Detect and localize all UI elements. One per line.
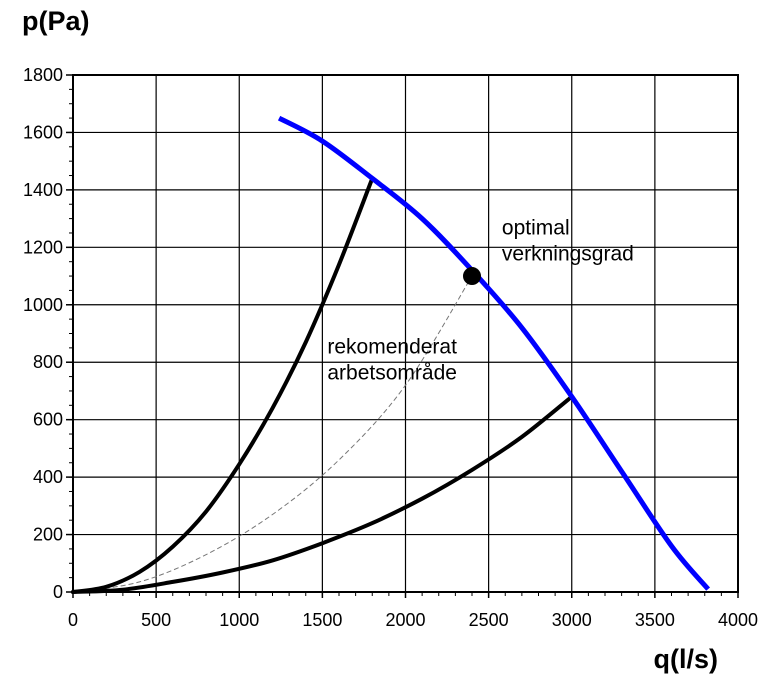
range-label-line: arbetsområde <box>327 362 457 385</box>
y-tick-label: 600 <box>33 410 63 430</box>
y-tick-label: 1200 <box>23 237 63 257</box>
optimal-point <box>463 267 481 286</box>
y-tick-label: 1000 <box>23 295 63 315</box>
system-curve-lower <box>71 394 574 594</box>
y-axis-title: p(Pa) <box>22 6 90 36</box>
optimal-curve <box>72 275 473 593</box>
y-tick-label: 0 <box>53 582 63 602</box>
grid <box>72 74 739 593</box>
plot-frame <box>72 74 739 593</box>
fan-curve <box>277 115 711 591</box>
range-label-line: rekomenderat <box>327 336 457 359</box>
annotations: optimal verkningsgrad rekomenderat arbetsom… <box>327 216 633 384</box>
x-tick-label: 1500 <box>302 610 342 630</box>
x-tick-label: 3500 <box>635 610 675 630</box>
y-tick-label: 400 <box>33 467 63 487</box>
optimal-label-line: optimal <box>502 216 570 239</box>
y-tick-label: 200 <box>33 525 63 545</box>
range-label: rekomenderat arbetsområde <box>327 336 457 385</box>
x-tick-label: 2500 <box>469 610 509 630</box>
x-tick-label: 1000 <box>219 610 259 630</box>
x-tick-label: 0 <box>68 610 78 630</box>
system-curve-upper <box>71 176 375 594</box>
x-tick-label: 4000 <box>718 610 758 630</box>
y-tick-label: 800 <box>33 352 63 372</box>
optimal-label: optimal verkningsgrad <box>502 216 634 265</box>
x-tick-label: 2000 <box>385 610 425 630</box>
x-axis-title: q(l/s) <box>654 644 719 674</box>
optimal-label-line: verkningsgrad <box>502 242 634 265</box>
series <box>71 115 711 594</box>
x-tick-label: 500 <box>141 610 171 630</box>
y-tick-label: 1600 <box>23 122 63 142</box>
x-tick-label: 3000 <box>552 610 592 630</box>
tick-labels: 0 500 1000 1500 2000 2500 3000 3500 4000 0 200 400 6… <box>23 65 758 630</box>
y-tick-label: 1800 <box>23 65 63 85</box>
y-tick-label: 1400 <box>23 180 63 200</box>
